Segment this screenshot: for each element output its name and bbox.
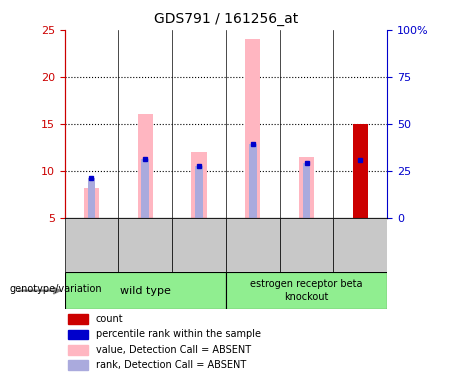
Bar	[226, 272, 387, 309]
Bar	[333, 217, 387, 272]
Bar	[68, 314, 88, 324]
Title: GDS791 / 161256_at: GDS791 / 161256_at	[154, 12, 298, 26]
Text: value, Detection Call = ABSENT: value, Detection Call = ABSENT	[95, 345, 251, 354]
Bar	[84, 188, 99, 218]
Bar	[65, 272, 226, 309]
Text: count: count	[95, 314, 123, 324]
Bar	[138, 114, 153, 218]
Bar	[226, 217, 280, 272]
Bar	[68, 330, 88, 339]
Bar	[303, 163, 310, 218]
Bar	[118, 217, 172, 272]
Bar	[88, 178, 95, 218]
Text: estrogen receptor beta
knockout: estrogen receptor beta knockout	[250, 279, 363, 302]
Bar	[299, 157, 314, 218]
Bar	[68, 345, 88, 355]
Bar	[172, 217, 226, 272]
Text: percentile rank within the sample: percentile rank within the sample	[95, 329, 260, 339]
Bar	[245, 39, 260, 218]
Text: wild type: wild type	[120, 286, 171, 296]
Bar	[249, 144, 256, 218]
Text: rank, Detection Call = ABSENT: rank, Detection Call = ABSENT	[95, 360, 246, 370]
Bar	[68, 360, 88, 370]
Bar	[142, 159, 149, 218]
Bar	[353, 124, 368, 218]
Bar	[65, 217, 118, 272]
Text: genotype/variation: genotype/variation	[9, 285, 102, 294]
Bar	[195, 166, 203, 218]
Bar	[280, 217, 333, 272]
Bar	[191, 152, 207, 217]
